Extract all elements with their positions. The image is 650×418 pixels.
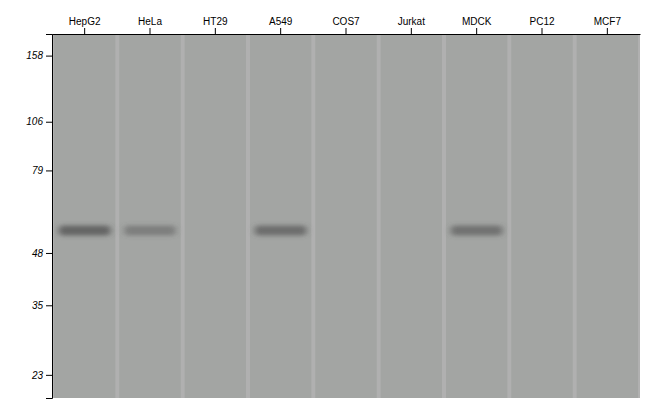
x-tick: Jurkat xyxy=(398,16,425,34)
x-tick: HeLa xyxy=(138,16,162,34)
y-tick: 48 xyxy=(32,248,52,259)
y-tick-mark xyxy=(46,375,52,376)
x-tick-label: HT29 xyxy=(203,16,228,27)
y-tick: 158 xyxy=(26,50,52,61)
y-tick-mark xyxy=(46,253,52,254)
y-tick-label: 79 xyxy=(32,165,44,176)
band xyxy=(59,225,111,235)
gel-background xyxy=(52,34,640,398)
x-tick: PC12 xyxy=(529,16,554,34)
x-tick-mark xyxy=(280,28,281,34)
y-tick-mark xyxy=(46,170,52,171)
lane xyxy=(577,34,638,398)
x-tick-mark xyxy=(150,28,151,34)
x-tick: COS7 xyxy=(332,16,360,34)
y-tick-label: 35 xyxy=(32,300,44,311)
x-tick-mark xyxy=(476,28,477,34)
x-tick-label: Jurkat xyxy=(398,16,425,27)
y-tick-label: 48 xyxy=(32,248,44,259)
x-tick-mark xyxy=(607,28,608,34)
y-tick: 23 xyxy=(31,370,52,381)
chart: 158 106 79 48 35 23 HepG2 HeLa HT29 A549 COS7 Jurka… xyxy=(0,0,650,418)
y-tick: 79 xyxy=(32,165,52,176)
lane xyxy=(185,34,246,398)
x-tick: A549 xyxy=(269,16,293,34)
lane xyxy=(250,34,311,398)
lane xyxy=(511,34,572,398)
lane xyxy=(381,34,442,398)
x-tick-mark xyxy=(411,28,412,34)
chart-container: 158 106 79 48 35 23 HepG2 HeLa HT29 A549 COS7 Jurka… xyxy=(0,0,650,418)
x-tick: MDCK xyxy=(462,16,492,34)
x-tick-label: MDCK xyxy=(462,16,492,27)
y-tick-label: 106 xyxy=(26,116,43,127)
lane xyxy=(446,34,507,398)
y-axis: 158 106 79 48 35 23 xyxy=(26,35,52,399)
lane xyxy=(119,34,180,398)
x-tick-label: MCF7 xyxy=(594,16,622,27)
y-tick-mark xyxy=(46,56,52,57)
lane xyxy=(54,34,115,398)
x-tick-label: PC12 xyxy=(529,16,554,27)
lane xyxy=(315,34,376,398)
x-axis: HepG2 HeLa HT29 A549 COS7 Jurkat MDCK PC12 MCF7 xyxy=(53,16,641,35)
x-tick: HT29 xyxy=(203,16,228,34)
band xyxy=(255,225,307,235)
x-tick: MCF7 xyxy=(594,16,622,34)
x-tick-label: COS7 xyxy=(332,16,360,27)
band xyxy=(124,225,176,235)
y-tick: 35 xyxy=(32,300,52,311)
x-tick-mark xyxy=(84,28,85,34)
x-tick-label: A549 xyxy=(269,16,293,27)
x-tick-mark xyxy=(346,28,347,34)
plot: 158 106 79 48 35 23 HepG2 HeLa HT29 A549 COS7 Jurka… xyxy=(26,16,640,399)
y-tick: 106 xyxy=(26,116,52,127)
x-tick-label: HeLa xyxy=(138,16,162,27)
x-tick-mark xyxy=(542,28,543,34)
x-tick: HepG2 xyxy=(69,16,101,34)
marks xyxy=(54,34,638,398)
band xyxy=(451,225,503,235)
y-tick-label: 158 xyxy=(26,50,43,61)
x-axis-line xyxy=(53,34,641,35)
x-tick-mark xyxy=(215,28,216,34)
x-tick-label: HepG2 xyxy=(69,16,101,27)
y-axis-line xyxy=(46,35,53,399)
y-tick-mark xyxy=(46,305,52,306)
y-tick-label: 23 xyxy=(31,370,44,381)
y-tick-mark xyxy=(46,122,52,123)
